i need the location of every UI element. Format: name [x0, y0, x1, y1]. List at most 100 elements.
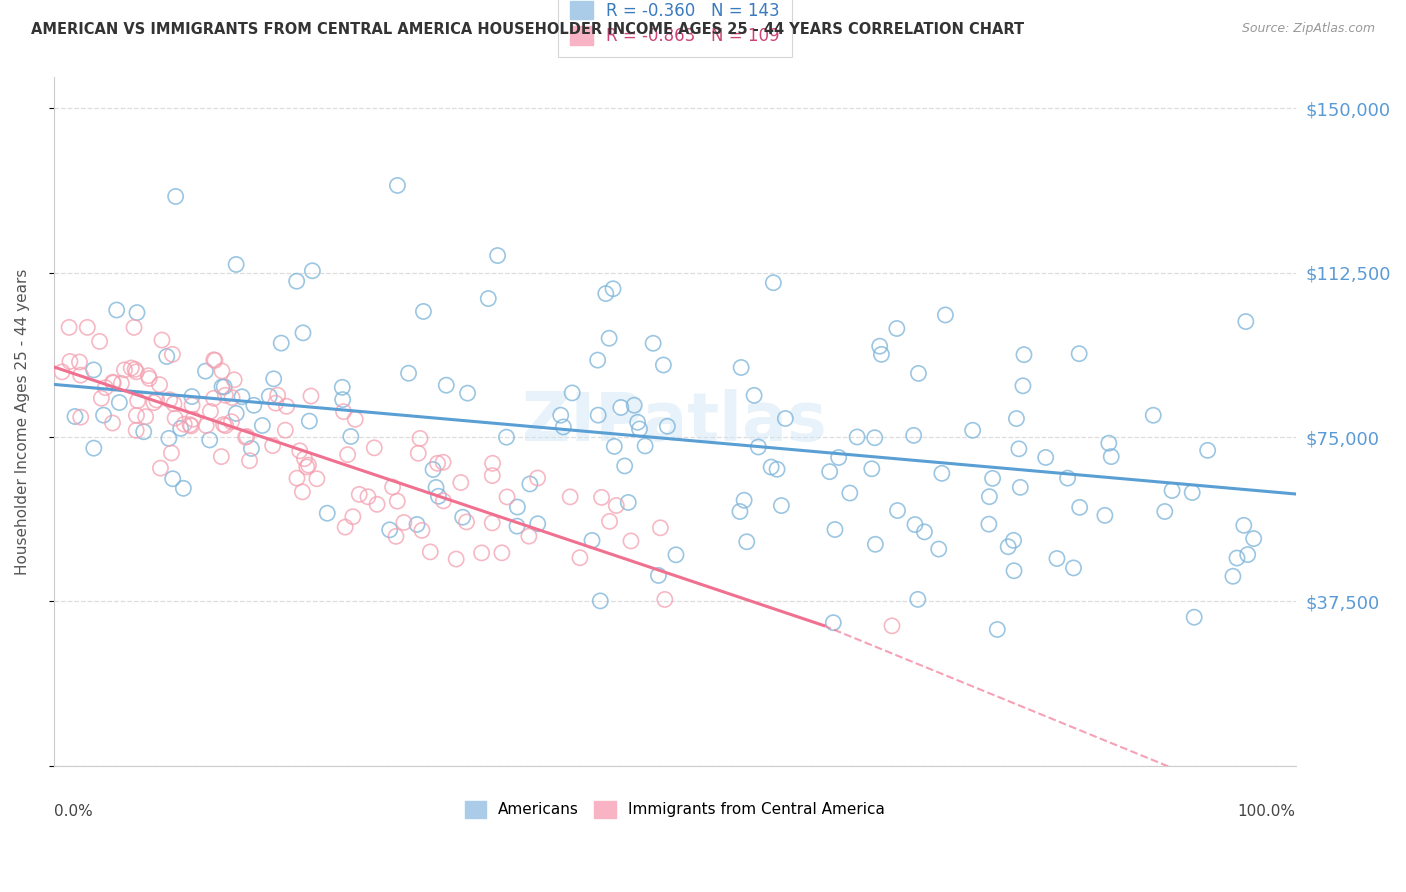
- Point: [285, 274, 308, 288]
- Point: [456, 515, 478, 529]
- Point: [316, 506, 339, 520]
- Point: [1098, 436, 1121, 450]
- Point: [979, 490, 1001, 504]
- Point: [409, 432, 432, 446]
- Point: [870, 347, 893, 361]
- Point: [357, 490, 380, 504]
- Point: [214, 388, 236, 402]
- Point: [432, 494, 454, 508]
- Point: [114, 363, 136, 377]
- Point: [481, 516, 503, 530]
- Text: Source: ZipAtlas.com: Source: ZipAtlas.com: [1241, 22, 1375, 36]
- Point: [76, 320, 98, 334]
- Point: [904, 517, 927, 532]
- Point: [385, 529, 408, 543]
- Point: [381, 480, 404, 494]
- Point: [198, 433, 221, 447]
- Point: [266, 388, 288, 402]
- Point: [981, 471, 1004, 485]
- Point: [125, 423, 148, 437]
- Point: [1142, 409, 1164, 423]
- Point: [432, 455, 454, 469]
- Point: [332, 392, 354, 407]
- Point: [598, 331, 620, 345]
- Point: [132, 425, 155, 439]
- Point: [869, 339, 891, 353]
- Point: [238, 453, 260, 467]
- Point: [252, 418, 274, 433]
- Point: [202, 392, 225, 406]
- Point: [1181, 485, 1204, 500]
- Point: [481, 468, 503, 483]
- Point: [647, 568, 669, 582]
- Point: [142, 395, 165, 409]
- Point: [1234, 314, 1257, 328]
- Point: [120, 361, 142, 376]
- Point: [149, 377, 172, 392]
- Text: ZIPatlas: ZIPatlas: [523, 389, 827, 455]
- Point: [1012, 379, 1035, 393]
- Point: [124, 362, 146, 376]
- Point: [444, 552, 467, 566]
- Point: [934, 308, 956, 322]
- Point: [63, 409, 86, 424]
- Point: [434, 378, 457, 392]
- Point: [928, 542, 950, 557]
- Point: [1182, 610, 1205, 624]
- Point: [149, 461, 172, 475]
- Point: [1005, 411, 1028, 425]
- Point: [225, 257, 247, 271]
- Point: [165, 189, 187, 203]
- Point: [863, 431, 886, 445]
- Point: [914, 524, 936, 539]
- Point: [1236, 548, 1258, 562]
- Point: [986, 623, 1008, 637]
- Point: [342, 509, 364, 524]
- Point: [591, 491, 613, 505]
- Point: [828, 450, 851, 465]
- Point: [491, 546, 513, 560]
- Point: [259, 389, 281, 403]
- Point: [212, 380, 235, 394]
- Point: [665, 548, 688, 562]
- Point: [180, 390, 202, 404]
- Point: [240, 442, 263, 456]
- Point: [1197, 443, 1219, 458]
- Point: [1046, 551, 1069, 566]
- Point: [886, 321, 908, 335]
- Point: [426, 456, 449, 470]
- Point: [122, 320, 145, 334]
- Point: [235, 430, 257, 444]
- Point: [295, 459, 318, 474]
- Point: [392, 516, 415, 530]
- Point: [209, 450, 232, 464]
- Point: [406, 517, 429, 532]
- Point: [846, 430, 869, 444]
- Point: [138, 368, 160, 383]
- Point: [93, 408, 115, 422]
- Point: [101, 375, 124, 389]
- Point: [125, 305, 148, 319]
- Point: [1063, 561, 1085, 575]
- Point: [595, 286, 617, 301]
- Point: [336, 448, 359, 462]
- Point: [1002, 564, 1025, 578]
- Point: [294, 451, 316, 466]
- Point: [650, 521, 672, 535]
- Point: [824, 523, 846, 537]
- Point: [838, 486, 860, 500]
- Point: [340, 429, 363, 443]
- Point: [69, 410, 91, 425]
- Point: [398, 366, 420, 380]
- Point: [236, 429, 259, 443]
- Point: [202, 352, 225, 367]
- Point: [291, 484, 314, 499]
- Point: [495, 430, 517, 444]
- Point: [586, 408, 609, 422]
- Point: [481, 456, 503, 470]
- Point: [865, 537, 887, 551]
- Point: [425, 480, 447, 494]
- Text: AMERICAN VS IMMIGRANTS FROM CENTRAL AMERICA HOUSEHOLDER INCOME AGES 25 - 44 YEAR: AMERICAN VS IMMIGRANTS FROM CENTRAL AMER…: [31, 22, 1024, 37]
- Point: [1099, 450, 1122, 464]
- Point: [378, 523, 401, 537]
